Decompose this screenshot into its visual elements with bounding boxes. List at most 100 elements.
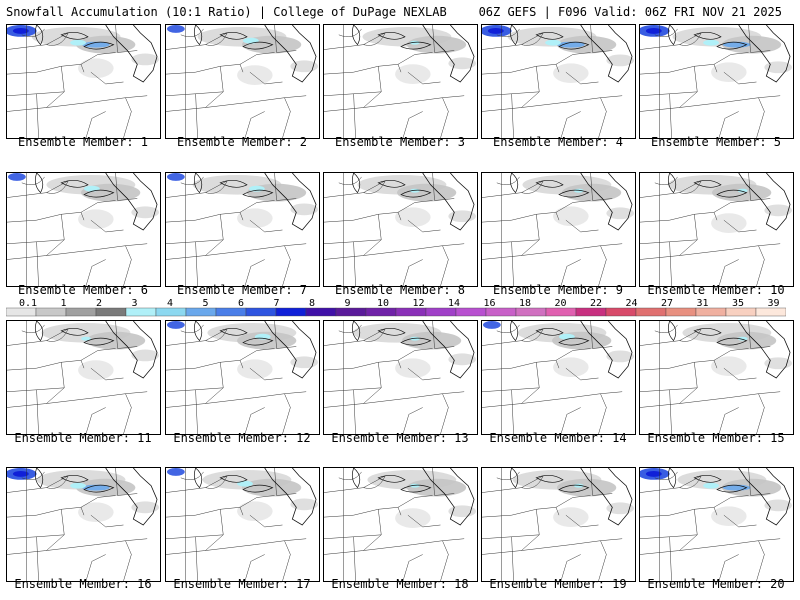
colorbar-tick-label: 31 <box>696 298 708 309</box>
light-snow-area <box>237 501 273 522</box>
member-map-panel <box>323 172 478 287</box>
colorbar-swatch <box>155 307 187 317</box>
member-label: Ensemble Member: 20 <box>647 577 785 591</box>
member-label: Ensemble Member: 6 <box>17 283 149 297</box>
member-map-panel <box>165 320 320 435</box>
member-map-panel <box>6 172 161 287</box>
colorbar-tick-label: 5 <box>202 298 208 309</box>
member-label: Ensemble Member: 11 <box>14 431 152 445</box>
snowfall-map <box>324 173 477 286</box>
snow-band <box>487 27 504 34</box>
light-snow-area <box>395 508 431 528</box>
member-label: Ensemble Member: 1 <box>17 135 149 149</box>
light-snow-area <box>721 478 782 497</box>
colorbar-tick-label: 9 <box>344 298 350 309</box>
chart-title: Snowfall Accumulation (10:1 Ratio) | Col… <box>6 5 447 19</box>
snowfall-map <box>640 321 793 434</box>
colorbar-swatch <box>65 307 97 317</box>
snow-band <box>703 482 719 489</box>
member-label: Ensemble Member: 15 <box>647 431 785 445</box>
member-label: Ensemble Member: 5 <box>650 135 782 149</box>
colorbar-swatch <box>755 307 786 317</box>
colorbar-tick-label: 18 <box>519 298 531 309</box>
snow-band <box>237 480 253 487</box>
snow-band <box>166 468 185 476</box>
light-snow-area <box>237 208 273 229</box>
colorbar-swatch <box>275 307 307 317</box>
member-label: Ensemble Member: 16 <box>14 577 152 591</box>
colorbar-swatch <box>395 307 427 317</box>
light-snow-area <box>406 35 467 54</box>
colorbar-swatch <box>575 307 607 317</box>
colorbar-swatch <box>365 307 397 317</box>
light-snow-area <box>448 57 477 70</box>
light-snow-area <box>561 183 622 202</box>
member-map-panel <box>6 467 161 582</box>
member-map-panel <box>165 467 320 582</box>
colorbar-tick-label: 1 <box>60 298 66 309</box>
snowfall-map <box>482 173 635 286</box>
colorbar-swatch <box>695 307 727 317</box>
light-snow-area <box>395 207 431 228</box>
member-label: Ensemble Member: 2 <box>176 135 308 149</box>
light-snow-area <box>290 203 319 216</box>
member-map-panel <box>323 467 478 582</box>
light-snow-area <box>606 502 635 515</box>
member-map-panel <box>481 467 636 582</box>
colorbar-tick-label: 3 <box>131 298 137 309</box>
light-snow-area <box>711 62 747 82</box>
colorbar-swatch <box>6 307 37 317</box>
light-snow-area <box>78 502 114 523</box>
snow-band <box>545 39 561 46</box>
colorbar-swatch <box>545 307 577 317</box>
light-snow-area <box>764 499 793 512</box>
snow-band <box>12 470 29 477</box>
light-snow-area <box>721 35 782 54</box>
colorbar-tick-label: 16 <box>483 298 495 309</box>
snow-band <box>557 41 585 48</box>
snowfall-map <box>166 173 319 286</box>
member-map-panel <box>323 24 478 139</box>
member-label: Ensemble Member: 9 <box>492 283 624 297</box>
member-map-panel <box>481 320 636 435</box>
snow-band <box>737 188 748 193</box>
colorbar-tick-label: 7 <box>273 298 279 309</box>
colorbar-swatch <box>485 307 517 317</box>
snow-band <box>645 470 662 477</box>
colorbar-tick-label: 39 <box>767 298 779 309</box>
snow-band <box>83 185 100 192</box>
colorbar-tick-label: 8 <box>309 298 315 309</box>
snow-band <box>12 27 29 34</box>
member-label: Ensemble Member: 8 <box>334 283 466 297</box>
colorbar-swatch <box>455 307 487 317</box>
member-label: Ensemble Member: 7 <box>176 283 308 297</box>
colorbar-swatch <box>305 307 337 317</box>
colorbar-swatch <box>665 307 697 317</box>
colorbar-swatch <box>515 307 547 317</box>
light-snow-area <box>290 356 319 369</box>
light-snow-area <box>131 349 160 362</box>
colorbar-tick-label: 12 <box>412 298 424 309</box>
light-snow-area <box>764 357 793 370</box>
model-run-info: 06Z GEFS | F096 Valid: 06Z FRI NOV 21 20… <box>478 5 782 19</box>
member-label: Ensemble Member: 12 <box>173 431 311 445</box>
light-snow-area <box>131 501 160 514</box>
snow-band <box>409 336 420 341</box>
light-snow-area <box>711 356 747 377</box>
light-snow-area <box>606 54 635 67</box>
colorbar-swatch <box>95 307 127 317</box>
colorbar-tick-label: 27 <box>661 298 673 309</box>
colorbar-swatch <box>425 307 457 317</box>
light-snow-area <box>711 213 747 233</box>
colorbar-swatch <box>605 307 637 317</box>
snow-band <box>573 188 584 193</box>
light-snow-area <box>78 209 114 230</box>
snowfall-map <box>166 25 319 138</box>
member-map-panel <box>639 467 794 582</box>
light-snow-area <box>237 359 273 379</box>
colorbar-tick-label: 10 <box>377 298 389 309</box>
light-snow-area <box>553 357 589 378</box>
light-snow-area <box>606 350 635 363</box>
colorbar-tick-label: 14 <box>448 298 460 309</box>
member-label: Ensemble Member: 3 <box>334 135 466 149</box>
